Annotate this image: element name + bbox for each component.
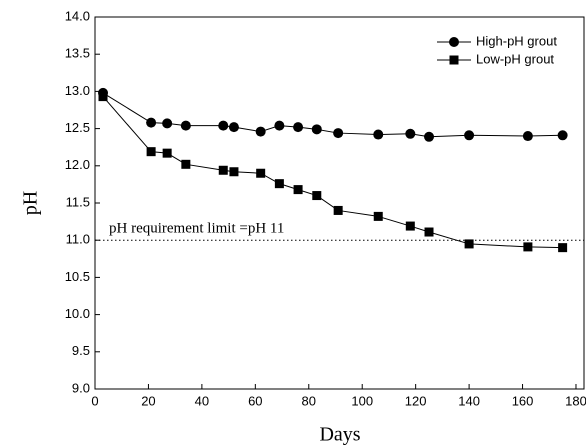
y-axis-label: pH <box>20 191 42 215</box>
y-tick-label: 9.0 <box>72 380 90 395</box>
data-point <box>293 185 303 195</box>
data-point <box>162 148 172 158</box>
data-point <box>405 221 415 231</box>
data-point <box>373 129 384 140</box>
data-point <box>162 118 173 129</box>
data-point <box>228 122 239 133</box>
data-point <box>557 130 568 141</box>
y-tick-label: 13.0 <box>65 83 90 98</box>
y-tick-label: 10.0 <box>65 306 90 321</box>
y-tick-label: 10.5 <box>65 269 90 284</box>
x-axis-label: Days <box>319 424 360 446</box>
data-point <box>146 147 156 157</box>
data-point <box>405 128 416 139</box>
y-tick-label: 11.0 <box>66 232 90 247</box>
x-tick-label: 160 <box>512 393 534 408</box>
data-point <box>181 159 191 169</box>
reference-label: pH requirement limit =pH 11 <box>109 221 284 237</box>
x-tick-label: 0 <box>91 393 98 408</box>
data-point <box>256 168 266 178</box>
data-point <box>373 211 383 221</box>
y-tick-label: 12.5 <box>65 120 90 135</box>
data-point <box>229 167 239 177</box>
data-point <box>333 128 344 139</box>
x-tick-label: 180 <box>565 393 586 408</box>
y-tick-label: 9.5 <box>72 343 90 358</box>
data-point <box>274 120 285 131</box>
data-point <box>522 131 533 142</box>
y-tick-label: 13.5 <box>65 46 90 61</box>
x-tick-label: 140 <box>458 393 480 408</box>
x-tick-label: 60 <box>248 393 262 408</box>
data-point <box>98 92 108 102</box>
legend-marker <box>449 37 459 47</box>
data-point <box>424 131 435 142</box>
data-point <box>523 242 533 252</box>
data-point <box>180 120 191 131</box>
legend-label: High-pH grout <box>476 33 557 48</box>
data-point <box>218 120 229 131</box>
x-tick-label: 120 <box>405 393 427 408</box>
data-point <box>464 239 474 249</box>
data-point <box>293 122 304 133</box>
data-point <box>146 117 157 128</box>
data-point <box>312 191 322 201</box>
x-tick-label: 40 <box>195 393 209 408</box>
data-point <box>558 243 568 253</box>
data-point <box>424 227 434 237</box>
legend-label: Low-pH grout <box>476 51 554 66</box>
y-tick-label: 11.5 <box>66 194 90 209</box>
data-point <box>274 179 284 189</box>
y-tick-label: 14.0 <box>65 8 90 23</box>
data-point <box>218 165 228 175</box>
x-tick-label: 100 <box>351 393 373 408</box>
series-line <box>102 92 563 138</box>
data-point <box>311 124 322 135</box>
data-point <box>255 126 266 137</box>
data-point <box>464 130 475 141</box>
legend-marker <box>449 55 459 65</box>
plot-frame <box>94 16 585 390</box>
x-tick-label: 80 <box>302 393 316 408</box>
y-tick-label: 12.0 <box>65 157 90 172</box>
data-point <box>333 205 343 215</box>
x-tick-label: 20 <box>141 393 155 408</box>
